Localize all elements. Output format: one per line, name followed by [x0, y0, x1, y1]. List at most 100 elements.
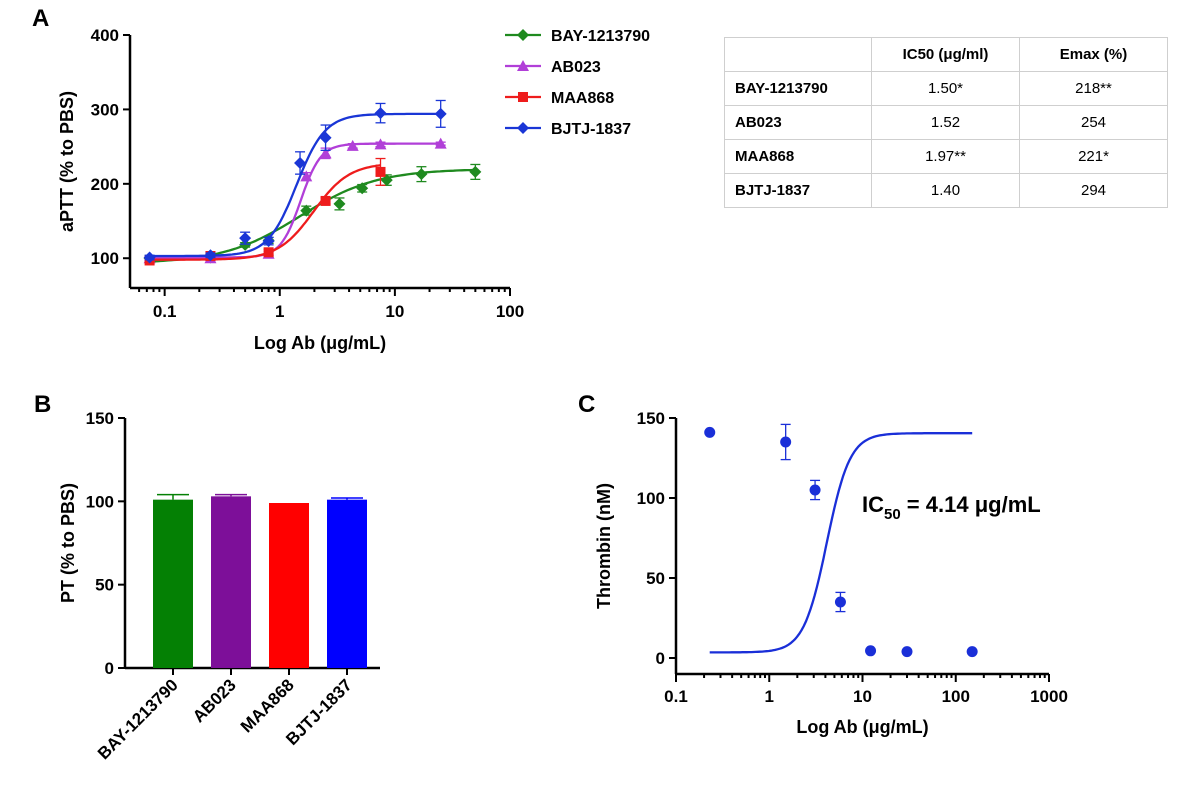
ic50-annotation-sub: 50 [884, 506, 901, 523]
data-point [415, 168, 428, 181]
x-tick-label: MAA868 [237, 675, 298, 736]
x-tick-label: AB023 [189, 675, 240, 726]
data-point [319, 131, 332, 144]
data-point [901, 646, 913, 658]
data-point [434, 137, 447, 149]
legend-label: AB023 [551, 59, 601, 76]
data-point [239, 238, 252, 251]
data-point [469, 165, 482, 178]
summary-table: IC50 (μg/ml) Emax (%) BAY-1213790 1.50* … [724, 37, 1168, 208]
legend-marker [517, 122, 529, 134]
data-point [356, 182, 369, 195]
data-point [320, 195, 331, 206]
series-1 [143, 137, 447, 264]
table-cell-emax: 221* [1019, 139, 1168, 174]
table-cell-emax: 254 [1019, 105, 1168, 140]
y-tick-label: 100 [86, 492, 114, 511]
data-point [434, 107, 447, 120]
x-axis-title: Log Ab (μg/mL) [254, 333, 386, 353]
table-cell-ic50: 1.40 [871, 173, 1020, 208]
panel-letter-b: B [34, 391, 51, 418]
legend-label: MAA868 [551, 90, 614, 107]
panel-letter-a: A [32, 5, 49, 32]
x-tick-label: BAY-1213790 [94, 675, 182, 763]
legend-marker [518, 92, 528, 102]
table-row: BAY-1213790 1.50* 218** [724, 71, 1168, 106]
data-point [380, 174, 393, 187]
data-point [143, 251, 156, 264]
table-row: BJTJ-1837 1.40 294 [724, 173, 1168, 208]
x-axis-title: Log Ab (μg/mL) [796, 717, 928, 737]
fit-curve [709, 432, 973, 654]
y-tick-label: 50 [95, 576, 114, 595]
data-point [966, 646, 978, 658]
table-row: MAA868 1.97** 221* [724, 139, 1168, 174]
table-row-name: MAA868 [724, 139, 872, 174]
y-tick-label: 100 [91, 249, 119, 268]
y-tick-label: 300 [91, 100, 119, 119]
data-point [239, 232, 252, 245]
bar [153, 499, 193, 668]
y-tick-label: 150 [637, 409, 665, 428]
ic50-annotation: IC50 = 4.14 μg/mL [862, 492, 1041, 523]
chart-a-aptt: 100 200 300 400 0.1 1 10 100 Log Ab (μg/mL) aPTT … [57, 26, 650, 353]
panel-letter-c: C [578, 391, 595, 418]
data-point [262, 235, 275, 248]
x-tick-label: 0.1 [664, 687, 688, 706]
series-0 [704, 423, 978, 658]
y-tick-label: 100 [637, 489, 665, 508]
data-point [294, 156, 307, 169]
table-header-row: IC50 (μg/ml) Emax (%) [724, 37, 1168, 72]
legend-label: BJTJ-1837 [551, 121, 631, 138]
x-tick-label: 1 [765, 687, 774, 706]
data-point [263, 247, 274, 258]
table-row-name: BAY-1213790 [724, 71, 872, 106]
x-tick-label: 100 [942, 687, 970, 706]
fit-curve [149, 112, 441, 258]
x-tick-label: 1 [275, 302, 284, 321]
y-tick-label: 0 [656, 649, 665, 668]
data-point [374, 107, 387, 120]
data-point [374, 138, 387, 150]
y-axis-title: PT (% to PBS) [58, 483, 78, 603]
fit-curve [149, 142, 441, 259]
data-point [346, 139, 359, 151]
table-row-name: AB023 [724, 105, 872, 140]
y-axis-title: aPTT (% to PBS) [57, 91, 77, 232]
table-cell-emax: 294 [1019, 173, 1168, 208]
series-2 [144, 157, 386, 266]
data-point [704, 426, 716, 438]
data-point [809, 484, 821, 496]
data-point [333, 197, 346, 210]
x-tick-label: 100 [496, 302, 524, 321]
table-row-name: BJTJ-1837 [724, 173, 872, 208]
legend-marker [517, 29, 529, 41]
data-point [865, 645, 877, 657]
table-header-emax: Emax (%) [1019, 37, 1168, 72]
table-row: AB023 1.52 254 [724, 105, 1168, 140]
ic50-annotation-main: IC [862, 492, 884, 517]
y-tick-label: 50 [646, 569, 665, 588]
y-tick-label: 400 [91, 26, 119, 45]
bar [269, 503, 309, 668]
chart-b-pt: 0 50 100 150 PT (% to PBS) BAY-1213790 AB023MA… [58, 409, 380, 763]
x-tick-label: 0.1 [153, 302, 177, 321]
x-tick-label: 10 [853, 687, 872, 706]
table-cell-ic50: 1.50* [871, 71, 1020, 106]
data-point [319, 147, 332, 159]
legend: BAY-1213790 AB023 MAA868 BJTJ-1837 [505, 28, 650, 138]
data-point [834, 596, 846, 608]
table-header-ic50: IC50 (μg/ml) [871, 37, 1020, 72]
x-tick-label: 1000 [1030, 687, 1068, 706]
ic50-annotation-value: = 4.14 μg/mL [901, 492, 1041, 517]
y-tick-label: 0 [105, 659, 114, 678]
data-point [375, 166, 386, 177]
y-tick-label: 200 [91, 175, 119, 194]
data-point [204, 249, 217, 262]
data-point [300, 204, 313, 217]
y-axis-title: Thrombin (nM) [594, 483, 614, 609]
table-cell-emax: 218** [1019, 71, 1168, 106]
fit-curve [149, 164, 381, 261]
table-cell-ic50: 1.97** [871, 139, 1020, 174]
